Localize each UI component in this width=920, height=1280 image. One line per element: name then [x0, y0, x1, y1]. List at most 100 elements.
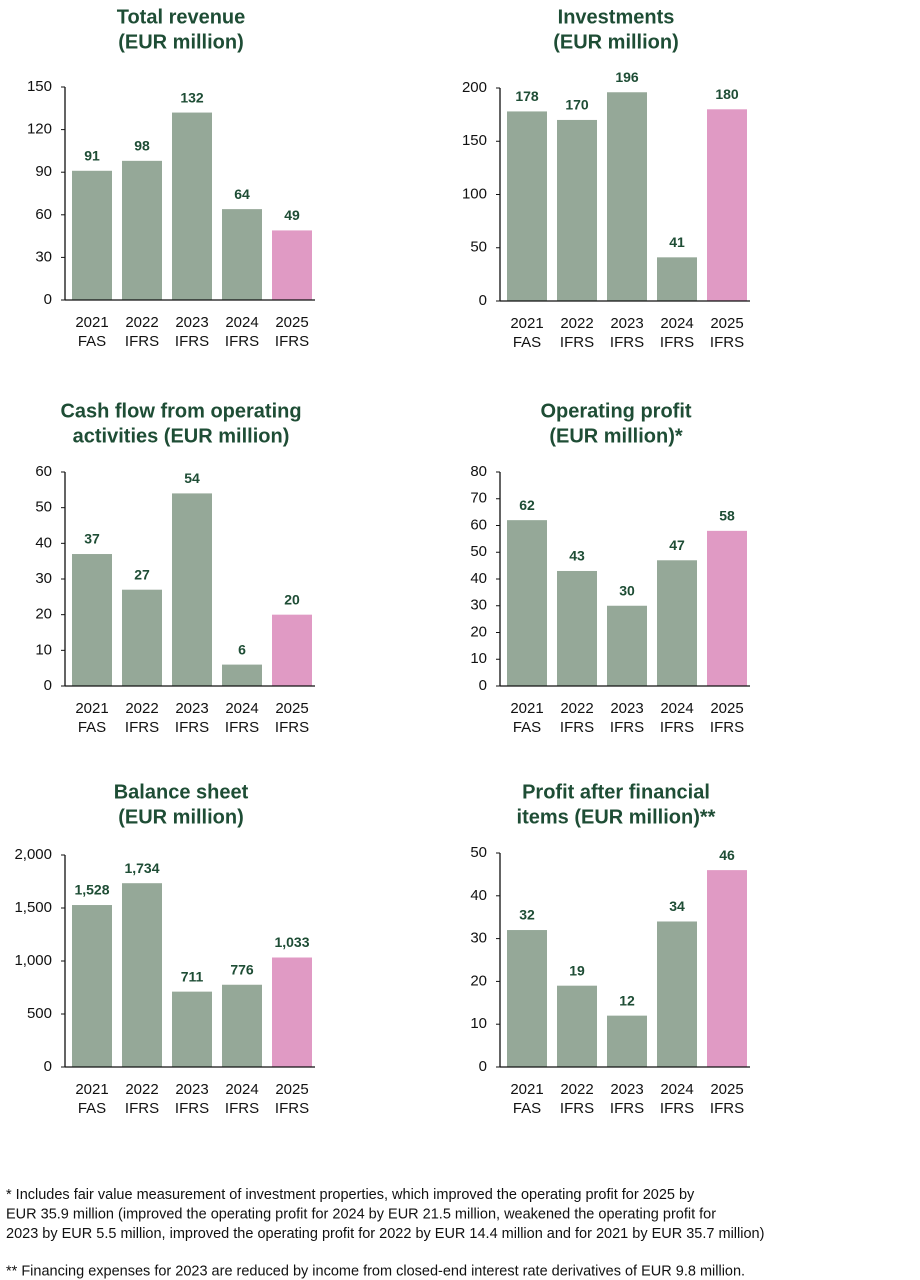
value-label: 43	[569, 548, 585, 564]
bar	[707, 109, 747, 301]
value-label: 49	[284, 207, 300, 223]
bar	[707, 870, 747, 1067]
x-tick-label: 2022	[125, 1081, 158, 1098]
x-tick-label: IFRS	[125, 719, 159, 736]
value-label: 64	[234, 186, 250, 202]
bar	[272, 230, 312, 300]
x-tick-label: 2023	[610, 315, 643, 332]
x-tick-label: FAS	[513, 719, 541, 736]
x-tick-label: IFRS	[175, 719, 209, 736]
bar	[557, 119, 597, 301]
chart-title: (EUR million)*	[549, 425, 683, 447]
value-label: 54	[184, 470, 200, 486]
y-tick-label: 60	[35, 206, 52, 223]
chart: Cash flow from operating activities (EUR …	[35, 400, 315, 736]
bar	[72, 905, 112, 1067]
x-tick-label: 2023	[175, 1081, 208, 1098]
x-tick-label: IFRS	[710, 719, 744, 736]
bar	[72, 170, 112, 300]
x-tick-label: FAS	[513, 1100, 541, 1117]
bar	[72, 554, 112, 686]
bar	[122, 160, 162, 300]
value-label: 180	[715, 86, 739, 102]
x-tick-label: 2023	[175, 700, 208, 717]
x-tick-label: 2025	[275, 700, 308, 717]
bar	[507, 930, 547, 1067]
y-tick-label: 50	[470, 239, 487, 256]
x-tick-label: 2023	[610, 1081, 643, 1098]
y-tick-label: 30	[470, 597, 487, 614]
x-tick-label: IFRS	[710, 334, 744, 351]
x-tick-label: IFRS	[610, 334, 644, 351]
value-label: 46	[719, 847, 735, 863]
y-tick-label: 2,000	[14, 846, 52, 863]
x-tick-label: 2021	[510, 1081, 543, 1098]
y-tick-label: 0	[44, 291, 52, 308]
y-tick-label: 0	[479, 1058, 487, 1075]
x-tick-label: 2022	[560, 700, 593, 717]
y-tick-label: 40	[35, 534, 52, 551]
x-tick-label: 2024	[660, 700, 693, 717]
chart-title: (EUR million)	[118, 806, 244, 828]
chart-title: Profit after financial	[522, 781, 710, 803]
x-tick-label: IFRS	[225, 719, 259, 736]
y-tick-label: 60	[470, 516, 487, 533]
x-tick-label: IFRS	[660, 1100, 694, 1117]
bar	[272, 614, 312, 686]
y-tick-label: 20	[470, 972, 487, 989]
y-tick-label: 0	[44, 1058, 52, 1075]
chart-title: Cash flow from operating	[60, 400, 301, 422]
x-tick-label: 2024	[660, 1081, 693, 1098]
x-tick-label: IFRS	[275, 719, 309, 736]
x-tick-label: IFRS	[175, 1100, 209, 1117]
chart: Operating profit (EUR million)* 0 10 20 30 40 5…	[470, 400, 750, 736]
y-tick-label: 50	[35, 499, 52, 516]
y-tick-label: 50	[470, 543, 487, 560]
bar	[222, 209, 262, 300]
chart-title: (EUR million)	[118, 31, 244, 53]
x-tick-label: IFRS	[560, 334, 594, 351]
bar	[272, 957, 312, 1067]
x-tick-label: 2025	[710, 315, 743, 332]
y-tick-label: 40	[470, 887, 487, 904]
y-tick-label: 1,000	[14, 952, 52, 969]
y-tick-label: 1,500	[14, 899, 52, 916]
value-label: 6	[238, 641, 246, 657]
footnote: EUR 35.9 million (improved the operating…	[6, 1206, 716, 1222]
x-tick-label: 2024	[225, 314, 258, 331]
bar	[122, 883, 162, 1067]
x-tick-label: 2021	[510, 700, 543, 717]
x-tick-label: FAS	[78, 333, 106, 350]
x-tick-label: 2021	[510, 315, 543, 332]
y-tick-label: 80	[470, 463, 487, 480]
bar	[657, 560, 697, 686]
value-label: 132	[180, 89, 204, 105]
y-tick-label: 120	[27, 121, 52, 138]
x-tick-label: 2021	[75, 314, 108, 331]
bar	[507, 111, 547, 302]
chart: Balance sheet (EUR million) 0 500 1,000 1,500…	[14, 781, 315, 1117]
value-label: 58	[719, 508, 735, 524]
value-label: 1,734	[124, 860, 159, 876]
x-tick-label: 2025	[710, 1081, 743, 1098]
value-label: 37	[84, 531, 100, 547]
chart-title: items (EUR million)**	[517, 806, 716, 828]
x-tick-label: IFRS	[225, 333, 259, 350]
value-label: 47	[669, 537, 685, 553]
value-label: 41	[669, 234, 685, 250]
x-tick-label: 2023	[175, 314, 208, 331]
x-tick-label: 2021	[75, 1081, 108, 1098]
x-tick-label: IFRS	[275, 1100, 309, 1117]
x-tick-label: 2022	[125, 700, 158, 717]
x-tick-label: 2022	[560, 1081, 593, 1098]
bar	[557, 570, 597, 686]
y-tick-label: 50	[470, 844, 487, 861]
bar	[122, 589, 162, 686]
bar	[222, 664, 262, 686]
x-tick-label: IFRS	[610, 1100, 644, 1117]
y-tick-label: 150	[27, 78, 52, 95]
x-tick-label: IFRS	[610, 719, 644, 736]
bar	[657, 257, 697, 301]
x-tick-label: IFRS	[175, 333, 209, 350]
